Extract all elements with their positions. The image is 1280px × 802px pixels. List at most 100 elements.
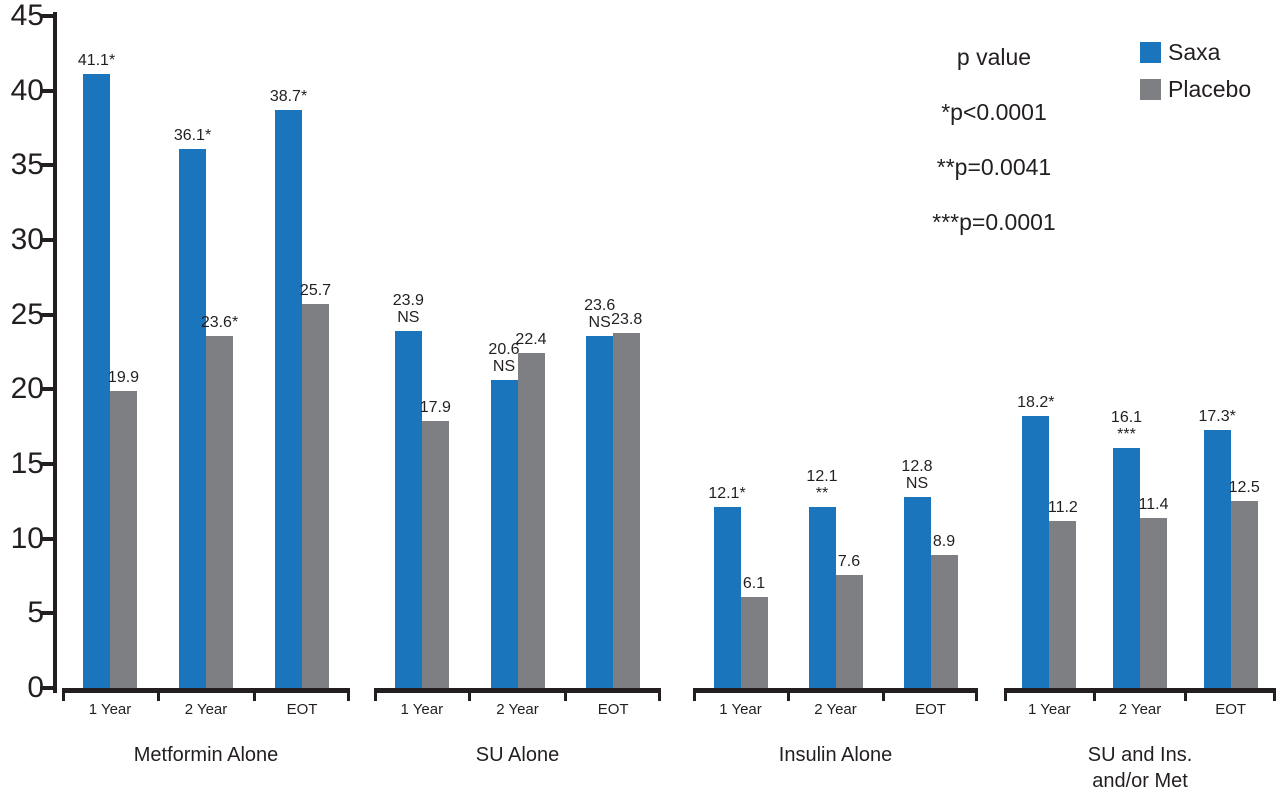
bar-value-label: 12.8 NS (901, 457, 933, 492)
axis-tick (156, 688, 160, 701)
bar-saxa (179, 148, 206, 688)
group-label: Insulin Alone (778, 744, 893, 766)
bar-placebo (517, 353, 545, 688)
legend-item-saxa: Saxa (1140, 40, 1251, 64)
bar-placebo (206, 335, 233, 688)
category-label: 2 Year (184, 701, 228, 718)
bar-value-label: 22.4 (515, 331, 547, 349)
legend-item-placebo: Placebo (1140, 77, 1251, 101)
bar-value-label: 23.9 NS (392, 292, 424, 327)
y-axis-tick-label: 0 (27, 671, 44, 704)
bar-placebo (740, 596, 768, 688)
y-axis-tick-label: 10 (10, 521, 44, 555)
axis-tick (693, 688, 696, 701)
axis-tick (347, 688, 350, 701)
bar-placebo (835, 574, 863, 688)
axis-tick (1004, 688, 1007, 701)
bar-value-label: 23.6 NS (584, 296, 616, 331)
p-value-title: p value (956, 44, 1032, 70)
axis-tick (786, 688, 790, 701)
group-axis (1004, 688, 1276, 693)
bar-placebo (302, 304, 329, 688)
y-axis-tick (40, 14, 53, 18)
bar-placebo (613, 332, 641, 688)
bar-placebo (1049, 520, 1077, 688)
bar-value-label: 23.6* (200, 313, 239, 331)
legend-label-placebo: Placebo (1168, 76, 1252, 102)
axis-tick (374, 688, 377, 701)
bar-placebo (1140, 517, 1167, 688)
axis-tick (1093, 688, 1097, 701)
y-axis-tick (40, 536, 53, 541)
bar-value-label: 20.6 NS (488, 341, 520, 376)
bar-value-label: 19.9 (107, 368, 140, 386)
category-label: 1 Year (400, 701, 444, 718)
bar-saxa (490, 380, 518, 688)
bar-value-label: 41.1* (77, 52, 116, 70)
axis-tick (1183, 688, 1187, 701)
y-axis-tick-label: 35 (10, 148, 44, 182)
p-value-line-3: ***p=0.0001 (932, 209, 1056, 235)
bar-saxa (1022, 416, 1050, 688)
category-label: 2 Year (814, 701, 857, 718)
p-value-line-1: *p<0.0001 (941, 99, 1047, 125)
bar-value-label: 11.2 (1047, 498, 1078, 516)
bar-saxa (903, 496, 931, 688)
bar-value-label: 38.7* (269, 88, 308, 106)
category-label: 2 Year (496, 701, 539, 718)
legend: Saxa Placebo (1140, 40, 1251, 114)
y-axis-tick (40, 686, 53, 690)
axis-tick (563, 688, 567, 701)
bar-value-label: 36.1* (173, 126, 212, 144)
bar-saxa (808, 507, 836, 688)
axis-tick (658, 688, 661, 701)
axis-tick (252, 688, 256, 701)
bar-placebo (1230, 501, 1258, 688)
category-label: 1 Year (1028, 701, 1071, 718)
bar-value-label: 12.1 ** (806, 468, 838, 503)
y-axis-tick-label: 25 (10, 297, 44, 331)
y-axis-tick (40, 387, 53, 392)
saxa-swatch-icon (1140, 41, 1161, 63)
bar-value-label: 11.4 (1138, 495, 1169, 513)
bar-placebo (421, 420, 449, 688)
bar-placebo (110, 390, 137, 688)
group-axis (374, 688, 661, 693)
y-axis-tick (40, 462, 53, 466)
axis-tick (62, 688, 65, 701)
bar-saxa (586, 335, 614, 688)
axis-tick (1273, 688, 1276, 701)
bar-value-label: 16.1 *** (1110, 408, 1143, 443)
group-label: SU and Ins. and/or Met (1087, 744, 1193, 792)
bar-saxa (713, 507, 741, 688)
bar-value-label: 18.2* (1017, 394, 1055, 412)
y-axis-line (53, 12, 57, 693)
bar-value-label: 7.6 (837, 552, 861, 570)
bar-saxa (394, 331, 422, 688)
bar-value-label: 17.3* (1198, 407, 1236, 425)
group-axis (62, 688, 350, 693)
placebo-swatch-icon (1140, 78, 1161, 100)
axis-tick (881, 688, 885, 701)
legend-label-saxa: Saxa (1168, 39, 1221, 65)
bar-saxa (1203, 429, 1231, 688)
y-axis-tick-label: 15 (10, 447, 44, 480)
y-axis-tick-label: 20 (10, 372, 44, 406)
y-axis-tick-label: 30 (10, 223, 44, 256)
p-value-annotation: p value *p<0.0001 **p=0.0041 ***p=0.0001 (869, 30, 1119, 250)
p-value-line-2: **p=0.0041 (936, 154, 1052, 180)
bar-value-label: 12.5 (1228, 479, 1260, 497)
bar-value-label: 23.8 (611, 310, 643, 328)
bar-saxa (1113, 447, 1140, 688)
group-label: Metformin Alone (133, 744, 279, 766)
bar-saxa (275, 110, 302, 688)
category-label: EOT (915, 701, 946, 718)
bar-value-label: 25.7 (299, 282, 332, 300)
group-label: SU Alone (475, 744, 560, 766)
y-axis-tick (40, 88, 53, 93)
axis-tick (975, 688, 978, 701)
category-label: 2 Year (1118, 701, 1162, 718)
category-label: 1 Year (88, 701, 132, 718)
category-label: EOT (1215, 701, 1247, 718)
